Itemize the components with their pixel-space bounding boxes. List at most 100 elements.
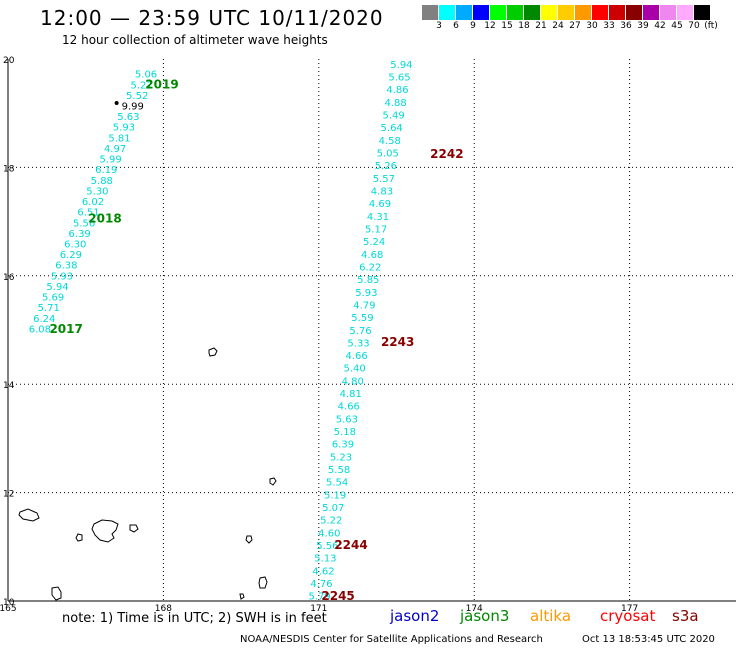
legend-swatch xyxy=(575,5,592,20)
wave-height-west: 5.30 xyxy=(86,186,108,197)
wave-height-east: 4.58 xyxy=(379,136,401,147)
pass-number: 2018 xyxy=(88,211,121,225)
satellite-jason2: jason2 xyxy=(390,607,440,625)
legend-label: 70 xyxy=(688,21,700,31)
legend-swatch xyxy=(643,5,660,20)
island-outline xyxy=(269,477,277,486)
map-grid: 165 168 171 174 177 2018 16 14 12 10 xyxy=(0,56,736,614)
legend-label: 6 xyxy=(453,21,459,31)
legend-swatch xyxy=(694,5,711,20)
satellite-altika: altika xyxy=(530,607,572,625)
wave-height-west: 5.88 xyxy=(91,176,113,187)
wave-height-west: 5.69 xyxy=(42,293,64,304)
longitude-tick-label: 174 xyxy=(466,604,483,614)
legend-labels: 3 6 9 12 15 18 21 24 27 30 33 36 39 42 45 70 (ft) xyxy=(422,20,740,32)
latitude-tick-label: 14 xyxy=(3,381,15,391)
legend-label: (ft) xyxy=(704,21,718,31)
legend-swatch xyxy=(558,5,575,20)
legend-swatch xyxy=(507,5,524,20)
legend-label: 15 xyxy=(501,21,513,31)
wave-height-west: 5.56 xyxy=(73,218,95,229)
wave-height-east: 5.64 xyxy=(381,123,403,134)
wave-height-east: 4.83 xyxy=(371,187,393,198)
legend-swatch xyxy=(439,5,456,20)
legend-swatch xyxy=(609,5,626,20)
satellite-key: jason2 jason3 altika cryosat s3a xyxy=(0,607,740,627)
wave-height-legend: 3 6 9 12 15 18 21 24 27 30 33 36 39 42 45 70 (ft) xyxy=(422,5,740,32)
legend-label: 39 xyxy=(637,21,649,31)
extreme-wave-marker xyxy=(114,101,119,106)
legend-label: 42 xyxy=(654,21,666,31)
wave-height-west: 6.08 xyxy=(29,324,51,335)
wave-height-west: 5.94 xyxy=(46,282,68,293)
wave-height-east: 5.65 xyxy=(388,73,410,84)
legend-label: 45 xyxy=(671,21,683,31)
wave-height-west: 6.19 xyxy=(95,165,117,176)
island-outline xyxy=(51,586,62,601)
longitude-tick-label: 168 xyxy=(155,604,172,614)
wave-height-east: 5.56 xyxy=(316,541,338,552)
wave-height-west: 5.93 xyxy=(113,123,135,134)
wave-height-west: 6.38 xyxy=(55,261,77,272)
wave-height-west: 6.51 xyxy=(77,208,99,219)
chart-subtitle: 12 hour collection of altimeter wave hei… xyxy=(62,33,328,47)
legend-swatch xyxy=(541,5,558,20)
wave-height-east: 5.18 xyxy=(334,427,356,438)
wave-height-east: 5.59 xyxy=(351,313,373,324)
legend-swatch xyxy=(660,5,677,20)
longitude-tick-label: 165 xyxy=(0,604,17,614)
satellite-jason3: jason3 xyxy=(460,607,510,625)
wave-height-east: 5.94 xyxy=(390,60,412,71)
wave-height-east: 4.68 xyxy=(361,250,383,261)
legend-label: 3 xyxy=(436,21,442,31)
legend-swatch xyxy=(626,5,643,20)
legend-swatch xyxy=(422,5,439,20)
latitude-tick-label: 16 xyxy=(3,273,15,283)
pass-number: 2244 xyxy=(334,538,367,552)
latitude-tick-label: 12 xyxy=(3,490,14,500)
generated-timestamp: Oct 13 18:53:45 UTC 2020 xyxy=(582,634,715,645)
legend-swatch xyxy=(592,5,609,20)
legend-label: 12 xyxy=(484,21,496,31)
wave-height-east: 5.54 xyxy=(326,478,348,489)
wave-height-east: 5.26 xyxy=(375,161,397,172)
wave-height-east: 6.39 xyxy=(332,440,354,451)
wave-height-east: 5.17 xyxy=(365,224,387,235)
longitude-tick-label: 171 xyxy=(310,604,327,614)
wave-height-east: 4.60 xyxy=(318,528,340,539)
wave-height-west: 5.71 xyxy=(38,303,60,314)
wave-height-west: 5.52 xyxy=(126,91,148,102)
wave-height-east: 4.80 xyxy=(342,376,364,387)
legend-label: 33 xyxy=(603,21,615,31)
wave-height-east: 4.69 xyxy=(369,199,391,210)
wave-height-east: 4.31 xyxy=(367,212,389,223)
latitude-tick-label: 10 xyxy=(3,598,15,608)
wave-height-west: 5.81 xyxy=(108,133,130,144)
pass-number: 2243 xyxy=(381,335,414,349)
credit-line: NOAA/NESDIS Center for Satellite Applica… xyxy=(240,634,543,645)
wave-height-east: 5.22 xyxy=(320,516,342,527)
wave-height-east: 4.86 xyxy=(386,85,408,96)
wave-height-east: 4.62 xyxy=(312,566,334,577)
altimeter-tracks: 5.065.275.529.995.635.935.814.975.996.19… xyxy=(29,60,413,603)
wave-height-east: 5.93 xyxy=(355,288,377,299)
legend-label: 30 xyxy=(586,21,598,31)
legend-swatches xyxy=(422,5,740,20)
legend-label: 36 xyxy=(620,21,632,31)
wave-height-east: 4.88 xyxy=(384,98,406,109)
legend-swatch xyxy=(677,5,694,20)
wave-height-east: 5.33 xyxy=(347,338,369,349)
wave-height-east: 4.76 xyxy=(310,579,332,590)
wave-height-west: 6.24 xyxy=(33,314,55,325)
pass-labels: 2019 2018 2017 2242 2243 2244 2245 xyxy=(49,77,463,603)
wave-height-east: 5.23 xyxy=(330,452,352,463)
legend-label: 18 xyxy=(518,21,530,31)
wave-height-east: 5.85 xyxy=(357,275,379,286)
wave-height-east: 5.57 xyxy=(373,174,395,185)
island-outline xyxy=(258,576,268,589)
longitude-tick-label: 177 xyxy=(621,604,638,614)
satellite-s3a: s3a xyxy=(672,607,699,625)
wave-height-east: 4.66 xyxy=(345,351,367,362)
legend-label: 27 xyxy=(569,21,581,31)
wave-height-west: 5.06 xyxy=(135,70,157,81)
